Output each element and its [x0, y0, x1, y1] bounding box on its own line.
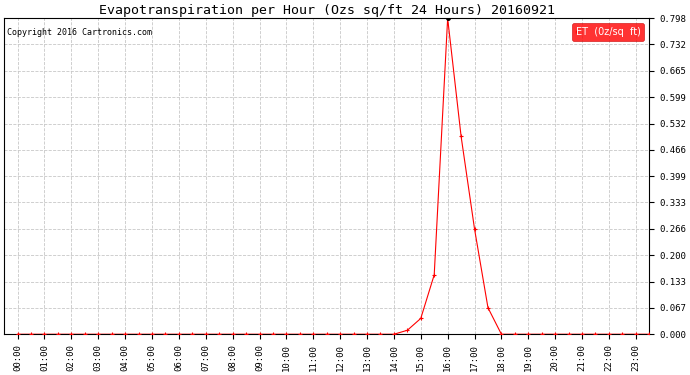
Legend: ET  (0z/sq  ft): ET (0z/sq ft): [572, 23, 644, 41]
Text: Copyright 2016 Cartronics.com: Copyright 2016 Cartronics.com: [8, 28, 152, 37]
Title: Evapotranspiration per Hour (Ozs sq/ft 24 Hours) 20160921: Evapotranspiration per Hour (Ozs sq/ft 2…: [99, 4, 555, 17]
